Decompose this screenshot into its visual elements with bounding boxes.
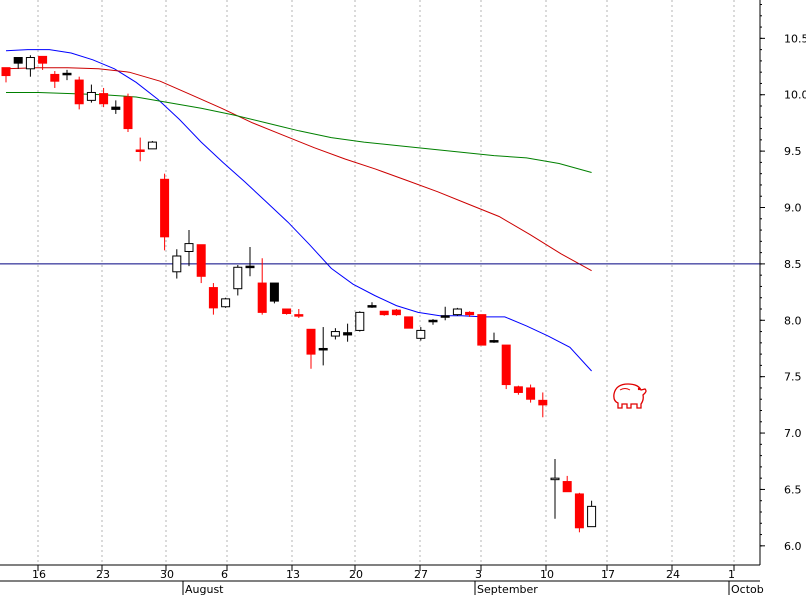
moving-average-line: [5, 67, 592, 272]
grid-lines: [37, 0, 735, 565]
candle-body: [160, 178, 170, 238]
y-tick-label: 9.5: [784, 145, 802, 158]
y-tick-label: 6.5: [784, 483, 802, 496]
candle-body: [86, 91, 96, 101]
bear-fur-line: [619, 388, 631, 391]
candle-body: [465, 311, 475, 316]
candle-body: [355, 311, 365, 331]
candle-body: [221, 298, 231, 308]
candle-body: [391, 309, 401, 316]
candle-body: [25, 57, 35, 70]
y-tick-label: 10.0: [784, 89, 806, 102]
candle-body: [404, 316, 414, 329]
candle-body: [282, 308, 292, 315]
candle-body: [489, 340, 499, 343]
y-tick-label: 8.0: [784, 314, 802, 327]
candle-body: [306, 328, 316, 355]
candle-body: [587, 505, 597, 528]
bear-eye: [637, 387, 641, 391]
candle-body: [147, 141, 157, 150]
candle-body: [135, 149, 145, 152]
y-tick-label: 8.5: [784, 258, 802, 271]
x-tick-label: 24: [666, 568, 680, 581]
x-tick-label: 30: [160, 568, 174, 581]
candlestick-series: [1, 55, 597, 533]
candle-body: [13, 57, 23, 64]
candle-body: [501, 344, 511, 386]
candle-body: [208, 287, 218, 309]
candle-body: [318, 347, 328, 351]
x-tick-label: 20: [349, 568, 363, 581]
moving-average-line: [5, 49, 592, 372]
y-axis: 6.0 6.5 7.0 7.5 8.0 8.5 9.0 9.5 10.0 10.5: [759, 0, 806, 565]
candle-body: [526, 387, 536, 400]
candle-body: [550, 477, 560, 481]
candle-body: [196, 244, 206, 277]
x-axis: 16 23 30 6 13 20 27 3 10 17 24 1 August September Octo…: [0, 564, 764, 595]
x-tick-label: 10: [540, 568, 554, 581]
y-tick-label: 7.5: [784, 371, 802, 384]
candle-body: [343, 332, 353, 336]
x-tick-label: 6: [221, 568, 228, 581]
bear-icon: [613, 383, 647, 409]
candle-body: [330, 331, 340, 337]
bear-body-shape: [613, 383, 647, 409]
candle-body: [172, 255, 182, 273]
candle-body: [440, 315, 450, 318]
y-tick-label: 7.0: [784, 427, 802, 440]
month-label: September: [477, 583, 538, 595]
candle-body: [233, 266, 243, 290]
candle-body: [62, 72, 72, 76]
candle-body: [452, 308, 462, 316]
candle-body: [1, 67, 11, 77]
x-tick-label: 3: [475, 568, 482, 581]
candle-body: [99, 93, 109, 105]
candle-body: [477, 314, 487, 346]
month-label: Octob: [731, 583, 764, 595]
candle-body: [38, 55, 48, 64]
x-tick-label: 16: [32, 568, 46, 581]
x-tick-label: 1: [728, 568, 735, 581]
candle-body: [123, 96, 133, 130]
x-tick-label: 27: [414, 568, 428, 581]
candle-body: [257, 282, 267, 313]
candle-body: [111, 106, 121, 110]
candle-body: [538, 399, 548, 406]
candle-body: [269, 282, 279, 302]
y-tick-label: 9.0: [784, 202, 802, 215]
candle-body: [379, 310, 389, 316]
candle-body: [74, 79, 84, 105]
candle-body: [574, 493, 584, 529]
candle-body: [513, 386, 523, 393]
candle-body: [367, 305, 377, 308]
y-tick-label: 10.5: [784, 32, 806, 45]
x-tick-label: 13: [286, 568, 300, 581]
candle-body: [50, 73, 60, 82]
candle-body: [562, 481, 572, 493]
candle-body: [416, 329, 426, 339]
y-tick-label: 6.0: [784, 540, 802, 553]
candle-body: [245, 265, 255, 269]
candle-body: [294, 314, 304, 317]
month-label: August: [185, 583, 224, 595]
x-tick-label: 17: [601, 568, 615, 581]
candle-body: [428, 319, 438, 323]
candle-body: [184, 243, 194, 252]
x-tick-label: 23: [96, 568, 110, 581]
